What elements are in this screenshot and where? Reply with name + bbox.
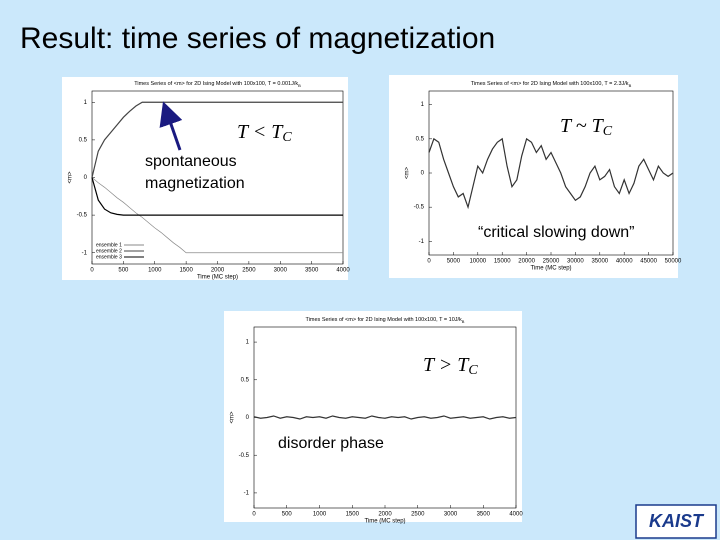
x-tick-label: 30000 xyxy=(567,259,584,265)
x-tick-label: 2000 xyxy=(211,268,225,274)
chart-panel: Times Series of <m> for 2D Ising Model w… xyxy=(389,75,682,278)
x-tick-label: 50000 xyxy=(665,259,682,265)
x-tick-label: 15000 xyxy=(494,259,511,265)
x-tick-label: 45000 xyxy=(640,259,657,265)
x-tick-label: 4000 xyxy=(509,512,523,518)
x-axis-label: Time (MC step) xyxy=(364,519,405,525)
y-axis-label: <m> xyxy=(230,411,236,424)
y-tick-label: -0.5 xyxy=(77,213,88,219)
x-tick-label: 3500 xyxy=(477,512,491,518)
y-axis-label: <m> xyxy=(405,167,411,180)
panel-background xyxy=(62,77,348,280)
chart-title-text: Times Series of <m> for 2D Ising Model w… xyxy=(471,81,629,87)
x-axis-label: Time (MC step) xyxy=(530,266,571,272)
legend-label: ensemble 3 xyxy=(96,254,122,260)
x-tick-label: 4000 xyxy=(336,268,350,274)
x-tick-label: 25000 xyxy=(543,259,560,265)
x-tick-label: 35000 xyxy=(591,259,608,265)
y-tick-label: 1 xyxy=(84,100,88,106)
x-tick-label: 1500 xyxy=(346,512,360,518)
chart-title: Times Series of <m> for 2D Ising Model w… xyxy=(134,81,301,88)
series-line xyxy=(428,137,674,210)
chart-title-text: Times Series of <m> for 2D Ising Model w… xyxy=(306,317,463,323)
annotation: “critical slowing down” xyxy=(478,224,635,241)
x-tick-label: 1500 xyxy=(179,268,193,274)
x-tick-label: 1000 xyxy=(313,512,327,518)
chart-panel: Times Series of <m> for 2D Ising Model w… xyxy=(224,311,523,525)
x-tick-label: 5000 xyxy=(447,259,461,265)
logo: KAIST xyxy=(649,511,705,531)
series-line xyxy=(91,177,343,254)
y-tick-label: 0 xyxy=(84,175,88,181)
panel-background xyxy=(389,75,678,278)
x-tick-label: 3000 xyxy=(274,268,288,274)
x-tick-label: 2500 xyxy=(242,268,256,274)
y-tick-label: 0.5 xyxy=(416,136,425,142)
x-tick-label: 20000 xyxy=(518,259,535,265)
x-tick-label: 0 xyxy=(252,512,256,518)
annotation: T < TC xyxy=(237,121,292,146)
y-tick-label: 0 xyxy=(421,171,425,177)
series-line xyxy=(91,177,343,216)
y-tick-label: 1 xyxy=(246,340,250,346)
chart-panel: Times Series of <m> for 2D Ising Model w… xyxy=(62,77,350,281)
annotation: disorder phase xyxy=(278,435,384,452)
chart-title-subscript: B xyxy=(629,83,632,88)
chart-title-subscript: B xyxy=(298,83,301,88)
y-tick-label: -1 xyxy=(244,490,250,496)
x-tick-label: 3500 xyxy=(305,268,319,274)
y-tick-label: -0.5 xyxy=(414,205,425,211)
chart-title-text: Times Series of <m> for 2D Ising Model w… xyxy=(134,81,298,87)
logo-box xyxy=(635,504,717,539)
annotation: spontaneous xyxy=(145,153,237,170)
chart-title: Times Series of <m> for 2D Ising Model w… xyxy=(306,317,465,324)
panels: Times Series of <m> for 2D Ising Model w… xyxy=(62,75,682,525)
slide-title: Result: time series of magnetization xyxy=(20,22,495,55)
x-tick-label: 3000 xyxy=(444,512,458,518)
legend-label: ensemble 1 xyxy=(96,242,122,248)
y-tick-label: -1 xyxy=(82,250,88,256)
x-tick-label: 40000 xyxy=(616,259,633,265)
y-tick-label: 0.5 xyxy=(79,137,88,143)
y-tick-label: -1 xyxy=(419,239,425,245)
y-tick-label: 0 xyxy=(246,415,250,421)
x-tick-label: 500 xyxy=(118,268,129,274)
annotation: magnetization xyxy=(145,175,245,192)
y-tick-label: 0.5 xyxy=(241,377,250,383)
x-tick-label: 1000 xyxy=(148,268,162,274)
x-tick-label: 2500 xyxy=(411,512,425,518)
y-tick-label: -0.5 xyxy=(239,453,250,459)
arrow xyxy=(159,101,183,151)
x-tick-label: 0 xyxy=(90,268,94,274)
annotation: T ~ TC xyxy=(560,115,613,140)
y-tick-label: 1 xyxy=(421,102,425,108)
y-axis-label: <m> xyxy=(68,171,74,184)
x-axis-label: Time (MC step) xyxy=(197,275,238,281)
x-tick-label: 2000 xyxy=(378,512,392,518)
legend-label: ensemble 2 xyxy=(96,248,122,254)
series-line xyxy=(253,415,517,420)
x-tick-label: 0 xyxy=(427,259,431,265)
chart-title-subscript: B xyxy=(462,319,465,324)
series-line xyxy=(91,101,343,178)
annotation: T > TC xyxy=(423,354,478,379)
x-tick-label: 500 xyxy=(282,512,293,518)
x-tick-label: 10000 xyxy=(469,259,486,265)
chart-title: Times Series of <m> for 2D Ising Model w… xyxy=(471,81,632,88)
